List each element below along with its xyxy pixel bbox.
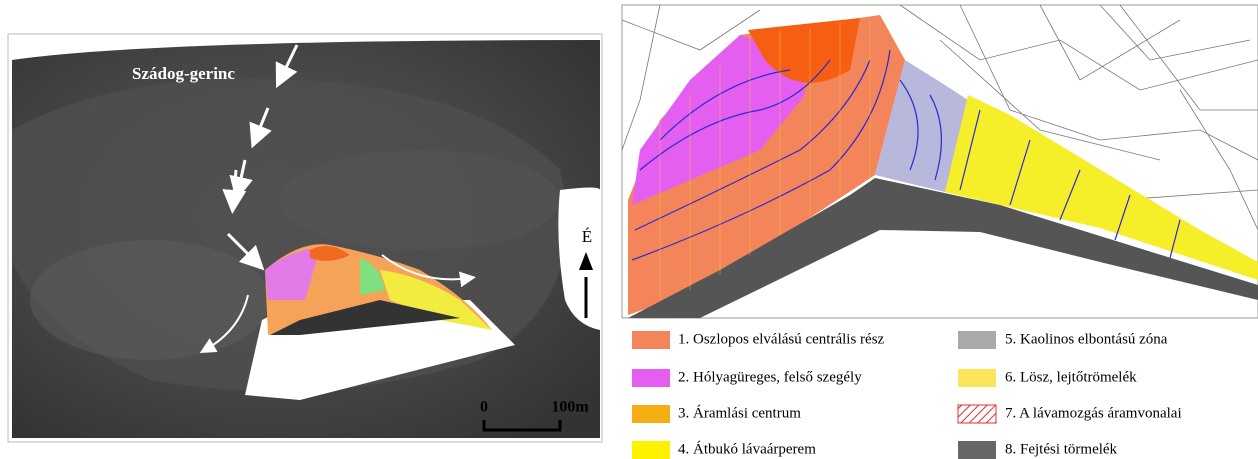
legend-label: 6. Lösz, lejtőtrömelék — [1005, 369, 1137, 385]
legend-swatch — [958, 369, 996, 387]
legend-swatch — [632, 331, 670, 349]
scale-end: 100m — [551, 399, 589, 416]
legend-label: 7. A lávamozgás áramvonalai — [1005, 405, 1182, 421]
legend-label: 4. Átbukó lávaárperem — [678, 440, 816, 457]
legend-label: 5. Kaolinos elbontású zóna — [1005, 331, 1168, 347]
legend-label: 3. Áramlási centrum — [678, 404, 801, 421]
legend-swatch — [632, 369, 670, 387]
legend-label: 1. Oszlopos elválású centrális rész — [678, 331, 885, 347]
legend-swatch — [632, 405, 670, 423]
flow-model — [622, 5, 1258, 318]
figure-canvas: Szádog-gerinc É 0 100m 1. Oszlopos elvál… — [0, 0, 1258, 459]
figure: Szádog-gerinc É 0 100m 1. Oszlopos elvál… — [0, 0, 1258, 459]
scale-start: 0 — [480, 399, 488, 416]
north-label: É — [582, 227, 592, 246]
legend-swatch — [958, 441, 996, 459]
legend: 1. Oszlopos elválású centrális rész 2. Hó… — [632, 331, 1182, 459]
ridge-label: Szádog-gerinc — [132, 64, 235, 83]
legend-swatch — [632, 441, 670, 459]
legend-label: 8. Fejtési törmelék — [1005, 441, 1118, 457]
terrain-map: Szádog-gerinc É 0 100m — [8, 34, 602, 442]
legend-swatch — [958, 331, 996, 349]
legend-label: 2. Hólyagüreges, felső szegély — [678, 369, 862, 385]
legend-swatch — [958, 405, 996, 423]
